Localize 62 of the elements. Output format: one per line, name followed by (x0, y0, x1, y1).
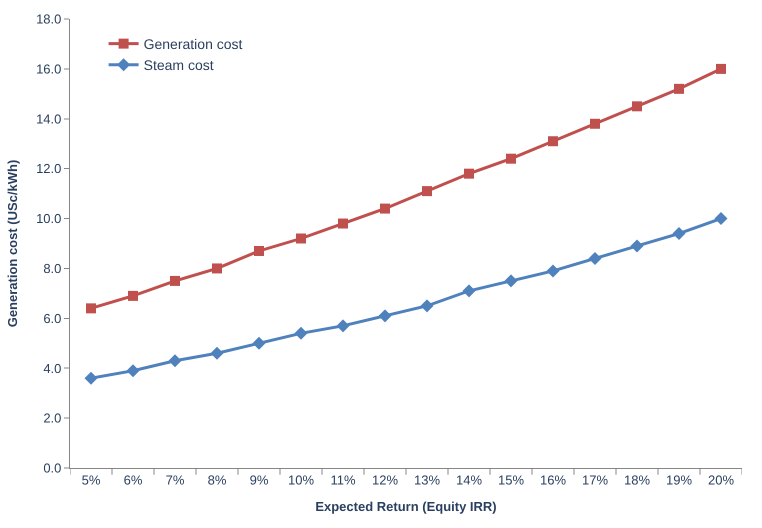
x-tick-label: 18% (624, 472, 650, 488)
y-tick-label: 4.0 (43, 360, 62, 376)
point (126, 364, 140, 378)
point (296, 234, 306, 244)
point (590, 118, 600, 129)
point (714, 212, 728, 226)
point (630, 239, 644, 252)
point (86, 303, 96, 314)
point (464, 168, 474, 179)
y-tick-label: 6.0 (43, 310, 62, 326)
x-tick-label: 15% (498, 472, 524, 488)
x-tick-label: 7% (166, 472, 185, 488)
point (294, 326, 308, 340)
point (672, 227, 686, 240)
x-tick-label: 16% (540, 472, 566, 488)
point (380, 204, 390, 214)
x-tick-label: 6% (124, 472, 143, 488)
y-tick-label: 14.0 (36, 111, 62, 126)
point (588, 252, 602, 265)
x-tick-label: 10% (288, 472, 314, 488)
y-tick-label: 10.0 (36, 211, 62, 226)
y-tick-label: 0.0 (43, 460, 62, 476)
point (336, 319, 350, 332)
x-tick-label: 12% (372, 472, 398, 488)
y-tick-label: 12.0 (36, 161, 62, 176)
point (84, 372, 98, 385)
point (168, 354, 182, 368)
point (254, 246, 264, 256)
point (422, 186, 432, 196)
x-axis-title: Expected Return (Equity IRR) (315, 499, 497, 514)
point (632, 101, 642, 112)
y-tick-label: 18.0 (36, 12, 62, 27)
x-tick-label: 8% (208, 472, 227, 488)
point (716, 64, 726, 74)
y-tick-label: 2.0 (43, 410, 62, 426)
point (212, 263, 222, 274)
x-tick-label: 13% (414, 472, 440, 488)
y-axis-title: Generation cost (USc/kWh) (5, 160, 20, 328)
point (462, 284, 476, 298)
y-tick-label: 8.0 (43, 260, 62, 276)
point (506, 154, 516, 164)
x-tick-label: 11% (330, 472, 356, 488)
point (674, 84, 684, 94)
point (252, 336, 266, 350)
point (128, 290, 138, 301)
x-tick-label: 17% (582, 472, 608, 488)
point (504, 274, 518, 288)
point (548, 136, 558, 146)
point (170, 276, 180, 286)
legend-label: Steam cost (144, 57, 214, 74)
x-tick-label: 20% (708, 472, 734, 488)
point (338, 218, 348, 229)
point (210, 346, 224, 360)
legend-label: Generation cost (144, 36, 243, 52)
point (420, 299, 434, 312)
x-tick-label: 14% (456, 472, 482, 488)
point (378, 309, 392, 322)
point (546, 264, 560, 278)
y-tick-label: 16.0 (36, 61, 62, 76)
x-tick-label: 5% (82, 472, 101, 488)
x-tick-label: 9% (250, 472, 269, 488)
x-tick-label: 19% (666, 472, 692, 488)
